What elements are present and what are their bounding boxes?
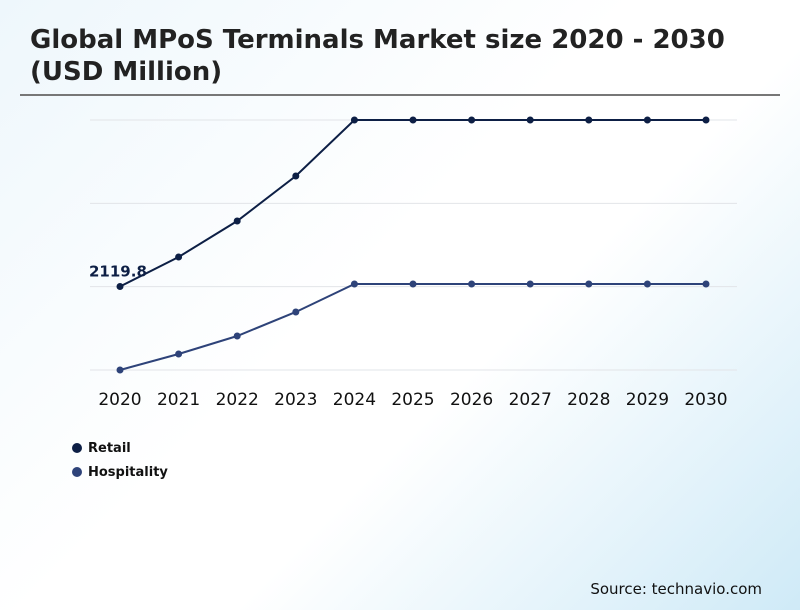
data-point [175,253,183,261]
legend-dot-icon [72,467,82,477]
legend-label: Retail [88,440,131,456]
data-point [409,280,417,288]
x-tick-label: 2026 [450,390,493,410]
legend-dot-icon [72,443,82,453]
data-point [468,280,476,288]
data-point [643,280,651,288]
data-point [526,280,534,288]
x-tick-label: 2021 [157,390,200,410]
legend-item-hospitality: Hospitality [72,460,168,484]
data-point [292,308,300,316]
data-point [585,116,593,124]
x-tick-label: 2024 [333,390,376,410]
data-point [233,217,241,225]
data-point [116,283,124,291]
data-point [292,172,300,180]
data-point [350,116,358,124]
data-point [702,116,710,124]
x-tick-label: 2020 [98,390,141,410]
x-tick-label: 2027 [509,390,552,410]
data-label: 2119.8 [89,263,147,281]
legend: Retail Hospitality [72,436,168,484]
data-point [409,116,417,124]
data-point [585,280,593,288]
x-tick-label: 2023 [274,390,317,410]
line-chart: 2020 2021 2022 2023 2024 2025 2026 2027 2028 2029… [89,116,737,410]
data-point [116,366,124,374]
x-tick-label: 2022 [216,390,259,410]
x-tick-label: 2030 [684,390,727,410]
series-line-hospitality [119,283,706,371]
title-divider [20,94,780,96]
data-point [526,116,534,124]
data-point [175,350,183,358]
x-tick-label: 2029 [626,390,669,410]
data-point [702,280,710,288]
legend-item-retail: Retail [72,436,168,460]
source-note: Source: technavio.com [590,580,762,598]
data-point [643,116,651,124]
data-point [350,280,358,288]
data-point [468,116,476,124]
chart-title: Global MPoS Terminals Market size 2020 -… [30,25,725,87]
legend-label: Hospitality [88,464,168,480]
data-point [233,332,241,340]
x-tick-label: 2025 [391,390,434,410]
x-tick-label: 2028 [567,390,610,410]
